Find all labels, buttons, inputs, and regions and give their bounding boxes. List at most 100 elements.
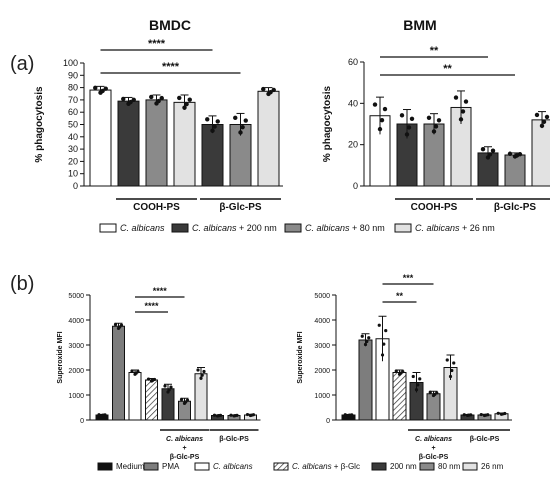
bmdc-bar-0 xyxy=(89,89,112,187)
bmdc-bar-4 xyxy=(201,124,224,187)
bmm-point-2-2 xyxy=(436,118,442,123)
bmdc-point-2-2 xyxy=(159,95,164,101)
bmdc-point-2-3 xyxy=(156,98,161,104)
bmdc-bar-3 xyxy=(173,101,196,187)
superoxide-left-sig-label-1: **** xyxy=(144,301,159,311)
legend-a-label-0: C. albicans xyxy=(120,223,165,233)
legend-b-label-4: 200 nm xyxy=(390,462,417,471)
superoxide-left-point-2-3 xyxy=(134,371,138,375)
chart-title-bmm: BMM xyxy=(403,17,436,33)
superoxide-right-point-2-0 xyxy=(377,323,381,327)
superoxide-left-bar-6 xyxy=(194,373,208,421)
bmdc-bar-6 xyxy=(257,90,280,187)
superoxide-right-point-2-1 xyxy=(380,353,385,357)
bmdc-point-4-2 xyxy=(215,119,220,124)
legend-b: Medium PMA C. albicans C. albicans + β-Glc 2… xyxy=(97,462,504,471)
legend-b-swatch-0 xyxy=(97,462,113,471)
superoxide-right-sig-label-1: ** xyxy=(396,291,404,301)
superoxide-right-group-label-0-2: β-Glc-PS xyxy=(419,454,449,461)
bmm-point-2-0 xyxy=(426,115,432,121)
superoxide-left-point-7-0 xyxy=(212,413,217,417)
bmm-point-6-3 xyxy=(541,119,547,125)
superoxide-left-point-8-0 xyxy=(229,413,233,417)
legend-a-label-2: C. albicans + 80 nm xyxy=(305,223,385,233)
superoxide-right-point-4-2 xyxy=(418,377,422,381)
legend-b-label-0: Medium xyxy=(116,462,145,471)
panel-label-b: (b) xyxy=(10,273,34,295)
superoxide-left-point-0-3 xyxy=(101,413,105,417)
bmm-point-4-2 xyxy=(490,148,496,153)
bmdc-ytick-label-1: 10 xyxy=(68,169,78,179)
bmm-point-1-3 xyxy=(406,125,412,130)
bmm-ytick-label-3: 60 xyxy=(348,57,358,67)
legend-a-label-3: C. albicans + 26 nm xyxy=(415,223,495,233)
superoxide-right-point-5-0 xyxy=(428,390,432,394)
legend-b-label-1: PMA xyxy=(162,462,180,471)
superoxide-left-point-4-0 xyxy=(163,384,167,388)
bmdc-point-4-3 xyxy=(212,124,217,129)
bmdc-ytick-label-10: 100 xyxy=(63,58,78,68)
chart-title-bmdc: BMDC xyxy=(149,17,191,33)
superoxide-left-point-2-0 xyxy=(130,369,134,373)
superoxide-right-point-4-1 xyxy=(414,388,419,392)
superoxide-left-ytick-label-2: 2000 xyxy=(68,368,84,375)
superoxide-right-point-1-2 xyxy=(367,336,371,340)
bmdc-sig-label-1: **** xyxy=(162,61,180,73)
legend-a-swatch-2 xyxy=(284,223,302,233)
bmm-bar-5 xyxy=(504,154,526,187)
bmm-point-1-2 xyxy=(409,116,415,121)
bmdc-group-label-1-0: β-Glc-PS xyxy=(219,202,262,213)
superoxide-left-ytick-label-0: 0 xyxy=(80,418,84,425)
bmdc-ytick-label-0: 0 xyxy=(73,181,78,191)
superoxide-right-ytick-label-3: 3000 xyxy=(314,343,330,350)
superoxide-left-point-7-3 xyxy=(217,414,221,418)
bmm-point-1-0 xyxy=(399,113,405,118)
bmm-point-1-1 xyxy=(404,132,410,137)
superoxide-right-point-6-0 xyxy=(445,358,449,362)
superoxide-right-point-6-1 xyxy=(448,374,453,379)
superoxide-right-point-9-0 xyxy=(496,411,500,415)
bmm-bar-6 xyxy=(531,119,550,187)
superoxide-right-bar-1 xyxy=(358,339,373,421)
superoxide-right-point-7-0 xyxy=(462,413,466,417)
bmdc-bar-2 xyxy=(145,99,168,187)
bmdc-ytick-label-5: 50 xyxy=(68,120,78,130)
superoxide-right-ytick-label-2: 2000 xyxy=(314,368,330,375)
legend-b-swatch-6 xyxy=(462,462,478,471)
bmm-point-3-0 xyxy=(453,95,459,100)
superoxide-right-ytick-label-1: 1000 xyxy=(314,393,330,400)
bmm-ylabel: % phagocytosis xyxy=(322,86,333,163)
superoxide-left-point-6-0 xyxy=(196,368,200,372)
superoxide-left-ylabel: Superoxide MFI xyxy=(57,331,64,383)
bmm-ytick-label-0: 0 xyxy=(353,181,358,191)
bmm-point-5-3 xyxy=(514,153,520,158)
superoxide-right-bar-5 xyxy=(426,393,441,421)
superoxide-left-point-5-0 xyxy=(179,397,184,402)
legend-b-label-5: 80 nm xyxy=(438,462,461,471)
bmm-point-0-0 xyxy=(372,102,378,107)
bmdc-point-0-3 xyxy=(100,88,105,94)
bmm-point-6-2 xyxy=(544,114,550,120)
bmm-ytick-label-1: 20 xyxy=(348,140,358,150)
bmdc-ytick-label-9: 90 xyxy=(68,70,78,80)
superoxide-left-point-0-0 xyxy=(97,413,101,417)
bmdc-point-3-3 xyxy=(184,101,189,107)
superoxide-left-ytick-label-3: 3000 xyxy=(68,343,84,350)
bmm-point-5-0 xyxy=(507,151,513,156)
superoxide-right-ytick-label-5: 5000 xyxy=(314,293,330,300)
superoxide-left-group-label-0-2: β-Glc-PS xyxy=(170,454,200,461)
superoxide-right-point-5-3 xyxy=(433,392,437,396)
superoxide-right-point-0-3 xyxy=(348,413,352,417)
superoxide-right-ytick-label-0: 0 xyxy=(326,418,330,425)
bmm-group-label-0-0: COOH-PS xyxy=(411,202,458,213)
superoxide-left-point-4-3 xyxy=(167,388,171,392)
superoxide-right-point-6-3 xyxy=(450,368,454,373)
superoxide-right-point-8-0 xyxy=(479,412,483,417)
legend-b-label-3: C. albicans + β-Glc xyxy=(292,462,360,471)
superoxide-right-group-label-0-1: + xyxy=(431,445,435,452)
bmdc-point-3-2 xyxy=(187,97,192,102)
superoxide-right-point-9-3 xyxy=(501,412,505,416)
superoxide-left-point-6-2 xyxy=(202,369,206,374)
bmdc-point-4-0 xyxy=(205,117,210,122)
